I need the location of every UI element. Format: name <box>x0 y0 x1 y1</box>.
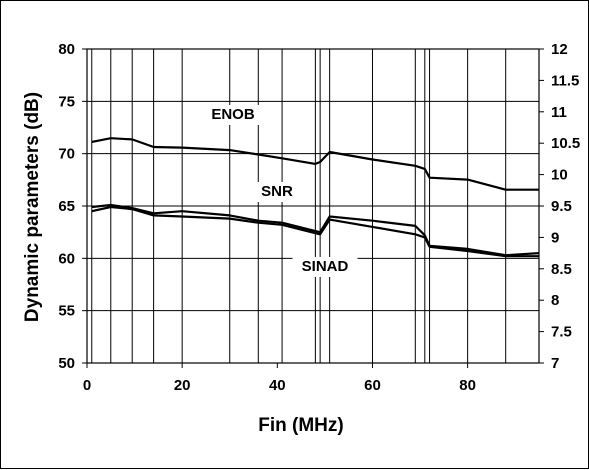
y-tick-label: 70 <box>58 146 75 163</box>
y2-tick-label: 11.5 <box>551 72 579 89</box>
series-label-bg <box>292 257 358 277</box>
labels: ENOB SNR SINAD <box>206 105 358 277</box>
series-label-sinad: SINAD <box>302 258 349 275</box>
series-label-bg <box>206 105 260 125</box>
x-tick-label: 60 <box>364 377 381 394</box>
y-tick-label: 80 <box>58 41 75 58</box>
series-label-bg <box>255 182 299 202</box>
series-line-snr <box>91 203 540 257</box>
y2-tick-label: 7 <box>551 355 559 372</box>
y2-tick-label: 7.5 <box>551 324 572 341</box>
y2-tick-label: 9.5 <box>551 198 572 215</box>
axes: 50 55 60 65 70 75 80 7 7.5 8 8.5 9 9.5 10 10.5 11 11.5 12… <box>58 41 580 394</box>
y2-tick-label: 10.5 <box>551 135 580 152</box>
y2-tick-label: 8 <box>551 292 559 309</box>
series-label-enob: ENOB <box>211 106 255 123</box>
series-label-snr: SNR <box>261 183 293 200</box>
y2-tick-label: 8.5 <box>551 261 572 278</box>
series-line-sinad <box>91 205 539 258</box>
y-tick-label: 55 <box>58 303 75 320</box>
y2-tick-label: 12 <box>551 41 568 58</box>
y-tick-label: 65 <box>58 198 75 215</box>
y2-tick-label: 10 <box>551 167 568 184</box>
x-tick-label: 80 <box>459 377 476 394</box>
x-tick-label: 20 <box>174 377 191 394</box>
gridlines <box>87 48 540 364</box>
x-tick-label: 40 <box>269 377 286 394</box>
y-tick-label: 60 <box>58 250 75 267</box>
series-line-enob <box>91 137 539 191</box>
y-axis-title: Dynamic parameters (dB) <box>22 92 43 322</box>
y2-tick-label: 11 <box>551 104 567 121</box>
x-axis-title: Fin (MHz) <box>258 415 343 436</box>
y-tick-label: 75 <box>58 93 75 110</box>
y-tick-label: 50 <box>58 355 75 372</box>
x-tick-label: 0 <box>83 377 91 394</box>
y2-tick-label: 9 <box>551 229 559 246</box>
series-lines <box>91 137 540 258</box>
